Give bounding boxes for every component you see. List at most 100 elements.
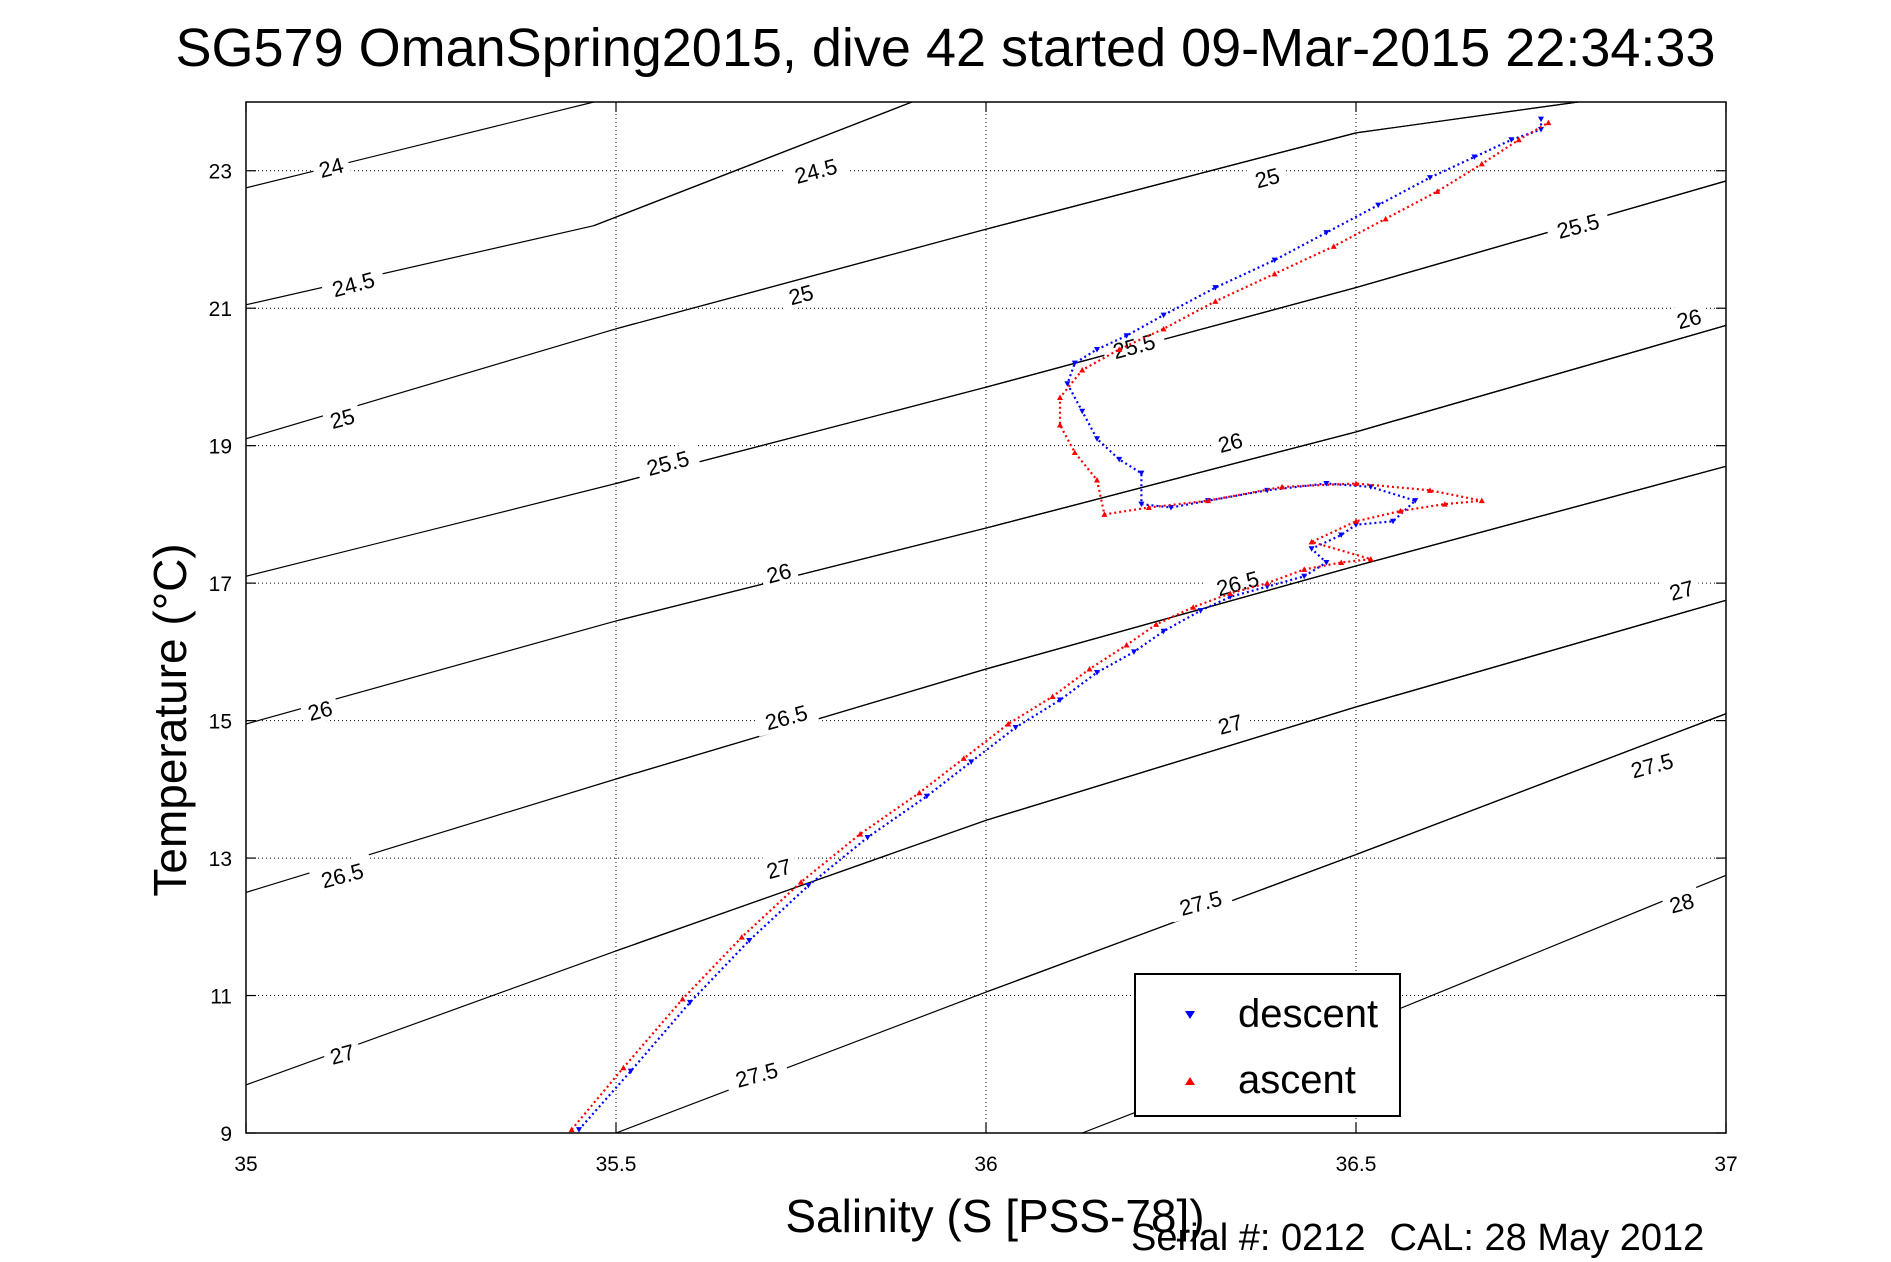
density-contour-line [1355,324,1726,433]
data-point-ascent [1094,477,1100,483]
contour-label: 25.5 [644,446,692,481]
calibration-date: CAL: 28 May 2012 [1389,1217,1705,1259]
data-point-descent [627,1068,634,1075]
series-descent [576,116,1544,1133]
serial-number: Serial #: 0212 [1131,1217,1366,1259]
data-point-descent [1160,628,1167,635]
data-point-ascent [857,831,864,837]
x-tick-label: 35.5 [596,1153,637,1176]
data-point-ascent [1205,497,1211,504]
y-tick-label: 21 [209,298,232,321]
data-point-ascent [1397,507,1404,514]
data-point-ascent [1086,666,1093,672]
triangle-down-icon [1185,1011,1195,1019]
contour-label: 25.5 [1110,329,1158,364]
y-tick-label: 17 [209,573,232,596]
contour-label-background [1100,324,1168,366]
data-point-descent [1123,333,1130,339]
data-point-ascent [1279,483,1285,490]
contour-label: 26.5 [1214,566,1262,601]
data-point-ascent [1427,487,1433,493]
triangle-up-icon [1185,1077,1195,1085]
chart-title: SG579 OmanSpring2015, dive 42 started 09… [175,18,1716,78]
data-point-ascent [1545,119,1552,126]
data-point-ascent [1441,501,1448,507]
contour-label-background [757,554,800,590]
data-point-descent [1197,608,1204,614]
density-contour-line [246,102,594,189]
contour-label-background [752,695,820,737]
density-contour-line [985,465,1726,670]
contour-label-background [1667,300,1710,335]
contour-label-background [782,149,849,191]
contour-label: 24.5 [330,267,378,302]
density-contour-line [985,180,1726,388]
density-contour-line [593,102,913,227]
contour-label-background [321,1035,363,1071]
contour-label-background [1204,561,1271,603]
legend-label-ascent: ascent [1238,1058,1356,1102]
axis-ticks: 35 35.5 36 36.5 37 9 11 13 15 17 19 21 23 [209,102,1738,1176]
contour-label-background [298,692,341,727]
contour-label-background [634,441,701,483]
data-point-ascent [1145,504,1152,511]
legend: descent ascent [1134,973,1401,1117]
contour-label: 27.5 [733,1057,781,1092]
contour-label: 27.5 [1177,886,1225,921]
density-contour-line [1355,713,1726,856]
data-point-descent [1138,470,1145,477]
contour-label: 24.5 [792,154,840,189]
contour-label-background [1167,881,1234,923]
contour-label-background [723,1053,790,1095]
x-axis-label: Salinity (S [PSS-78]) [785,1190,1205,1242]
density-contour-line [615,102,1579,330]
contour-label-background [1246,159,1288,194]
x-tick-label: 35 [234,1153,257,1176]
contour-label-background [321,399,363,435]
contour-label-background [308,853,376,895]
contour-label-background [757,850,800,885]
y-axis-label: Temperature (°C) [144,543,196,897]
data-point-descent [576,1127,582,1133]
contour-label-background [319,262,387,304]
contour-label-background [1660,571,1703,607]
legend-item-descent: descent [1136,983,1399,1047]
grid-lines [246,102,1726,1133]
contour-label: 26.5 [762,700,810,735]
data-point-descent [1138,501,1145,508]
contour-label-background [310,149,352,184]
x-tick-label: 37 [1714,1153,1737,1176]
density-contour-line [1355,599,1726,708]
contour-label: 25.5 [1554,209,1602,244]
density-contour-line [985,102,1579,230]
contour-label-background [1209,705,1251,741]
y-tick-label: 15 [209,711,232,734]
data-point-descent [1301,573,1308,580]
density-contour-line [615,465,1726,780]
data-point-ascent [1308,538,1315,545]
x-tick-label: 36.5 [1336,1153,1377,1176]
instrument-footer: Serial #: 0212 CAL: 28 May 2012 [1131,1216,1771,1260]
y-tick-label: 13 [209,848,232,871]
contour-label: 26.5 [318,858,366,893]
legend-label-descent: descent [1238,992,1379,1036]
series-ascent [568,119,1552,1133]
data-series [568,116,1552,1133]
x-tick-label: 36 [974,1153,997,1176]
contour-label-background [1544,204,1612,246]
contour-label-background [1618,743,1686,785]
legend-item-ascent: ascent [1136,1049,1399,1113]
contour-label-background [779,276,822,311]
series-trace-ascent [570,121,1549,1131]
contour-label-background [1209,424,1251,459]
y-tick-label: 11 [210,986,232,1009]
data-point-descent [1323,230,1330,236]
y-tick-label: 23 [209,161,232,184]
contour-label: 27.5 [1628,748,1676,783]
y-tick-label: 19 [209,436,232,459]
data-point-ascent [1434,188,1441,194]
contour-label-background [1660,884,1703,919]
y-tick-label: 9 [220,1123,232,1146]
series-trace-descent [578,119,1543,1131]
